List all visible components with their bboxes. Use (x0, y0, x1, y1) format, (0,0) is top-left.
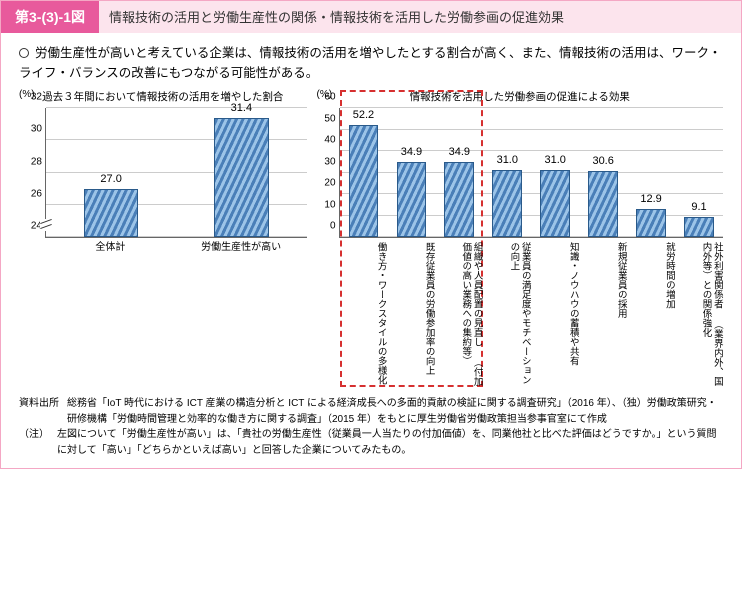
bar-value-label: 34.9 (401, 146, 422, 158)
note-row: （注） 左図について「労働生産性が高い」は、「貴社の労働生産性（従業員一人当たり… (19, 427, 723, 458)
source-label: 資料出所 (19, 396, 67, 427)
bar: 12.9 (636, 209, 666, 237)
chart-right: (%) 情報技術を活用した労働参画の促進による効果 01020304050605… (317, 89, 723, 388)
bar-value-label: 9.1 (691, 201, 706, 213)
bar-fill (588, 171, 618, 237)
bar-value-label: 27.0 (100, 173, 121, 185)
bar: 31.0 (540, 170, 570, 237)
chart-right-xlabels: 働き方・ワークスタイルの多様化既存従業員の労働参加率の向上組織や人員配置の見直し… (339, 238, 723, 388)
y-tick-label: 32 (31, 92, 46, 103)
bar: 31.0 (492, 170, 522, 237)
y-tick-label: 28 (31, 156, 46, 167)
figure-title: 情報技術の活用と労働生産性の関係・情報技術を活用した労働参画の促進効果 (99, 1, 741, 33)
bar: 34.9 (397, 162, 427, 237)
lead-body: 労働生産性が高いと考えている企業は、情報技術の活用を増やしたとする割合が高く、ま… (19, 46, 721, 80)
chart-right-title: 情報技術を活用した労働参画の促進による効果 (317, 89, 723, 104)
bar-value-label: 12.9 (640, 193, 661, 205)
bar-fill (444, 162, 474, 237)
charts-row: (%) 過去３年間において情報技術の活用を増やした割合 242628303227… (1, 89, 741, 388)
x-category-label: 従業員の満足度やモチベーションの向上 (483, 238, 531, 388)
note-body: 左図について「労働生産性が高い」は、「貴社の労働生産性（従業員一人当たりの付加価… (57, 427, 723, 458)
gridline (340, 150, 723, 151)
y-tick-label: 40 (324, 135, 339, 146)
bar-value-label: 31.0 (497, 154, 518, 166)
bar-fill (349, 125, 379, 237)
gridline (340, 107, 723, 108)
source-row: 資料出所 総務省「IoT 時代における ICT 産業の構造分析と ICT による… (19, 396, 723, 427)
x-category-label: 全体計 (45, 238, 176, 253)
y-tick-label: 10 (324, 199, 339, 210)
figure-header: 第3-(3)-1図 情報技術の活用と労働生産性の関係・情報技術を活用した労働参画… (1, 1, 741, 33)
y-tick-label: 26 (31, 188, 46, 199)
gridline (46, 107, 307, 108)
bar-fill (684, 217, 714, 237)
y-tick-label: 20 (324, 178, 339, 189)
x-category-label: 就労時間の増加 (627, 238, 675, 388)
bar-fill (540, 170, 570, 237)
source-block: 資料出所 総務省「IoT 時代における ICT 産業の構造分析と ICT による… (1, 388, 741, 458)
source-body: 総務省「IoT 時代における ICT 産業の構造分析と ICT による経済成長へ… (67, 396, 723, 427)
y-tick-label: 30 (324, 156, 339, 167)
bar-value-label: 31.0 (545, 154, 566, 166)
gridline (340, 129, 723, 130)
y-tick-label: 60 (324, 92, 339, 103)
x-category-label: 働き方・ワークスタイルの多様化 (339, 238, 387, 388)
chart-left-plot: 242628303227.031.4 (45, 108, 307, 238)
y-tick-label: 50 (324, 113, 339, 124)
bar-value-label: 52.2 (353, 109, 374, 121)
bar: 52.2 (349, 125, 379, 237)
bar-fill (492, 170, 522, 237)
bar-value-label: 34.9 (449, 146, 470, 158)
bar: 30.6 (588, 171, 618, 237)
bar: 27.0 (84, 189, 139, 237)
bar-fill (636, 209, 666, 237)
x-category-label: 組織や人員配置の見直し （付加価値の高い業務への集約等） (435, 238, 483, 388)
chart-right-plot: 010203040506052.234.934.931.031.030.612.… (339, 108, 723, 238)
bar-fill (397, 162, 427, 237)
figure-container: 第3-(3)-1図 情報技術の活用と労働生産性の関係・情報技術を活用した労働参画… (0, 0, 742, 469)
bar-value-label: 30.6 (592, 155, 613, 167)
x-category-label: 労働生産性が高い (176, 238, 307, 253)
figure-number: 第3-(3)-1図 (1, 1, 99, 33)
y-tick-label: 0 (330, 221, 340, 232)
chart-left-xlabels: 全体計労働生産性が高い (45, 238, 307, 253)
bar: 31.4 (214, 118, 269, 237)
y-tick-label: 30 (31, 124, 46, 135)
bar: 34.9 (444, 162, 474, 237)
bullet-circle-icon (19, 48, 29, 58)
x-category-label: 知識・ノウハウの蓄積や共有 (531, 238, 579, 388)
axis-break-icon (40, 219, 52, 231)
bar-fill (84, 189, 139, 237)
x-category-label: 社外利害関係者 （業界内外、国内外等）との関係強化 (675, 238, 723, 388)
chart-left-title: 過去３年間において情報技術の活用を増やした割合 (19, 89, 307, 104)
bar: 9.1 (684, 217, 714, 237)
bar-fill (214, 118, 269, 237)
bar-value-label: 31.4 (231, 102, 252, 114)
x-category-label: 新規従業員の採用 (579, 238, 627, 388)
x-category-label: 既存従業員の労働参加率の向上 (387, 238, 435, 388)
chart-left: (%) 過去３年間において情報技術の活用を増やした割合 242628303227… (19, 89, 307, 388)
note-label: （注） (19, 427, 57, 458)
lead-text: 労働生産性が高いと考えている企業は、情報技術の活用を増やしたとする割合が高く、ま… (1, 33, 741, 89)
